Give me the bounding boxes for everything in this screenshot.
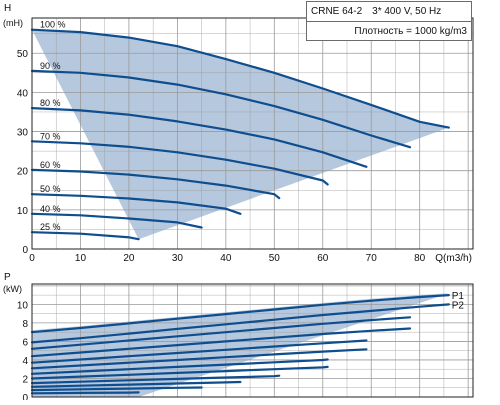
power-y-axis-label: P — [4, 272, 11, 283]
info-row-density: Плотность = 1000 kg/m3 — [307, 21, 471, 41]
head-curve-50 — [30, 193, 242, 215]
head-x-tick-label-20: 20 — [123, 253, 135, 264]
speed-label-50: 50 % — [40, 184, 61, 194]
power-curve-7 — [30, 358, 329, 375]
speed-label-25: 25 % — [40, 222, 61, 232]
info-row-model: CRNE 64-2 3* 400 V, 50 Hz — [307, 2, 471, 21]
head-y-tick-label-30: 30 — [17, 128, 29, 139]
pump-supply-label: 3* 400 V, 50 Hz — [372, 6, 442, 17]
density-label: Плотность = 1000 kg/m3 — [354, 26, 467, 37]
power-curve-9 — [30, 374, 281, 385]
power-y-tick-label-4: 4 — [22, 356, 28, 367]
power-series-label-p2: P2 — [452, 300, 465, 311]
power-series-label-p1: P1 — [452, 291, 465, 302]
power-curve-3 — [30, 316, 412, 350]
head-y-axis-unit: (mH) — [3, 18, 23, 28]
power-curve-12 — [30, 391, 140, 395]
head-curve-panel: 0 10 20 30 40 50 H (mH) 0 10 20 30 40 50 60 70 80 Q(m3/h)… — [3, 3, 474, 264]
power-curve-6 — [30, 348, 368, 370]
head-x-tick-label-70: 70 — [366, 253, 378, 264]
power-operating-envelope — [32, 293, 449, 397]
head-operating-envelope — [32, 29, 449, 240]
pump-info-box: CRNE 64-2 3* 400 V, 50 Hz Плотность = 100… — [306, 1, 472, 41]
power-y-axis-unit: (kW) — [3, 284, 22, 294]
power-y-tick-label-2: 2 — [22, 374, 28, 385]
pump-model-label: CRNE 64-2 — [311, 6, 363, 17]
power-plot-frame — [31, 283, 474, 398]
head-x-tick-label-10: 10 — [75, 253, 87, 264]
speed-label-80: 80 % — [40, 98, 61, 108]
head-x-tick-label-80: 80 — [414, 253, 426, 264]
head-curve-90 — [30, 69, 412, 149]
head-x-tick-label-30: 30 — [172, 253, 184, 264]
head-plot-frame — [31, 17, 474, 250]
head-curve-80 — [30, 106, 368, 168]
head-y-tick-label-20: 20 — [17, 167, 29, 178]
power-curve-10 — [30, 380, 242, 388]
power-curve-p1 — [30, 294, 450, 334]
head-curve-70 — [30, 140, 329, 186]
power-y-tick-label-8: 8 — [22, 319, 28, 330]
head-x-tick-label-50: 50 — [269, 253, 281, 264]
head-x-tick-label-40: 40 — [220, 253, 232, 264]
head-y-tick-label-50: 50 — [17, 49, 29, 60]
head-y-tick-label-0: 0 — [22, 245, 28, 256]
power-curve-5 — [30, 339, 368, 364]
power-curve-4 — [30, 327, 412, 358]
head-y-axis-label: H — [4, 3, 11, 14]
power-y-tick-label-0: 0 — [22, 393, 28, 400]
power-y-tick-label-10: 10 — [17, 300, 29, 311]
speed-label-40: 40 % — [40, 204, 61, 214]
power-curve-p2 — [30, 303, 450, 344]
head-y-tick-label-10: 10 — [17, 206, 29, 217]
speed-label-60: 60 % — [40, 160, 61, 170]
speed-label-90: 90 % — [40, 61, 61, 71]
head-curve-60 — [30, 168, 281, 200]
power-curve-11 — [30, 386, 203, 392]
speed-label-100: 100 % — [40, 20, 66, 30]
head-curve-25 — [30, 231, 140, 241]
head-y-tick-label-40: 40 — [17, 88, 29, 99]
head-curve-40 — [30, 212, 203, 229]
head-curve-100 — [30, 28, 450, 129]
power-curve-8 — [30, 365, 329, 380]
head-x-tick-label-0: 0 — [29, 253, 35, 264]
head-x-axis-label: Q(m3/h) — [435, 253, 472, 264]
power-y-tick-label-6: 6 — [22, 337, 28, 348]
head-x-tick-label-60: 60 — [317, 253, 329, 264]
speed-label-70: 70 % — [40, 131, 61, 141]
